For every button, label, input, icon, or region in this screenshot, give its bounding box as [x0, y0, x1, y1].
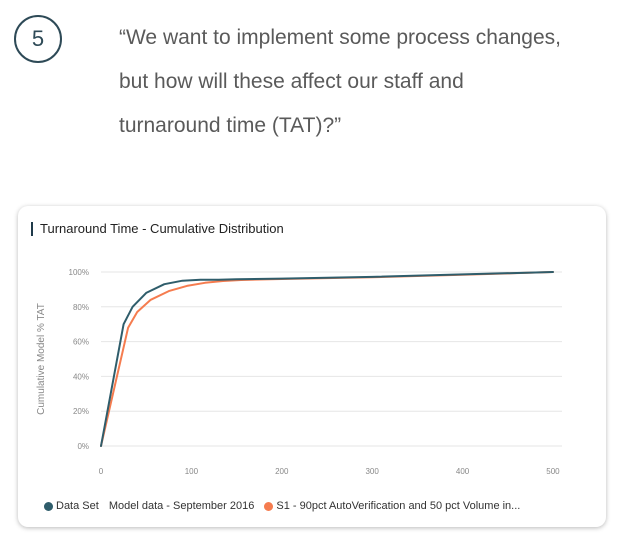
legend-title: Data Set: [56, 500, 99, 512]
y-tick-label: 0%: [77, 442, 89, 451]
chart-legend: Data Set Model data - September 2016 S1 …: [44, 500, 530, 512]
y-axis-label: Cumulative Model % TAT: [36, 303, 47, 415]
step-number-badge: 5: [14, 15, 62, 63]
y-tick-label: 80%: [73, 303, 89, 312]
legend-dot-series-1: [44, 501, 53, 511]
chart-title: Turnaround Time - Cumulative Distributio…: [31, 222, 284, 236]
quote-text: “We want to implement some process chang…: [119, 16, 624, 148]
step-number: 5: [31, 26, 45, 51]
chart-card: Turnaround Time - Cumulative Distributio…: [18, 206, 606, 527]
x-tick-label: 500: [546, 467, 560, 476]
x-tick-label: 0: [99, 467, 104, 476]
quote-line-1: “We want to implement some process chang…: [119, 26, 561, 49]
series-line-2: [100, 271, 554, 447]
y-tick-label: 40%: [73, 372, 89, 381]
y-tick-label: 60%: [73, 338, 89, 347]
y-tick-label: 100%: [69, 268, 89, 277]
legend-item-series-1[interactable]: Data Set: [44, 500, 99, 512]
x-tick-label: 100: [185, 467, 199, 476]
quote-line-3: turnaround time (TAT)?”: [119, 114, 342, 137]
y-tick-label: 20%: [73, 407, 89, 416]
legend-item-series-1-label[interactable]: Model data - September 2016: [109, 500, 255, 512]
x-tick-label: 400: [456, 467, 470, 476]
x-tick-label: 200: [275, 467, 289, 476]
tat-line-chart: 0% 20% 40% 60% 80% 100% 0 100 200 300 400 500 Cumula…: [36, 268, 562, 476]
quote-line-2: but how will these affect our staff and: [119, 70, 464, 93]
legend-label-series-2: S1 - 90pct AutoVerification and 50 pct V…: [276, 500, 521, 512]
x-tick-label: 300: [365, 467, 379, 476]
legend-label-series-1: Model data - September 2016: [108, 500, 255, 512]
series-line-1: [100, 271, 554, 447]
legend-dot-series-2: [264, 501, 274, 511]
legend-item-series-2[interactable]: S1 - 90pct AutoVerification and 50 pct V…: [264, 500, 520, 512]
